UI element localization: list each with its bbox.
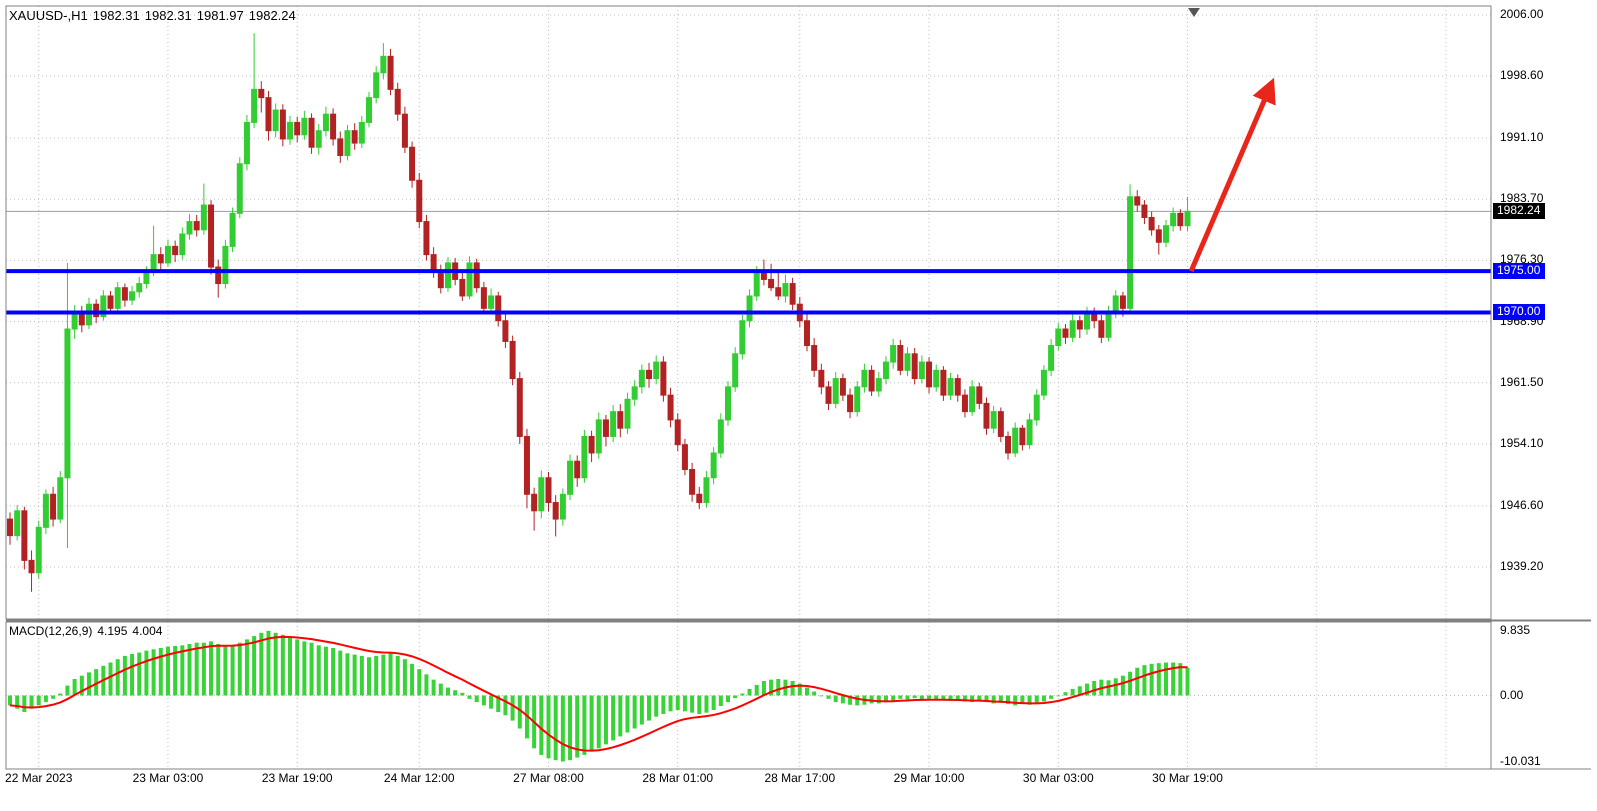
ohlc-high: 1982.31 xyxy=(144,8,192,23)
price-tick-label: 1939.20 xyxy=(1500,559,1544,573)
time-tick-label: 27 Mar 08:00 xyxy=(513,771,584,785)
time-tick-label: 30 Mar 19:00 xyxy=(1152,771,1223,785)
indicator-signal-value: 4.004 xyxy=(132,624,163,638)
macd-signal-line xyxy=(9,635,1188,752)
indicator-label: MACD(12,26,9) 4.195 4.004 xyxy=(9,624,167,638)
chart-shift-marker[interactable] xyxy=(1188,8,1200,17)
macd-tick-label: 0.00 xyxy=(1500,688,1524,702)
time-tick-label: 28 Mar 01:00 xyxy=(642,771,714,785)
price-tick-label: 1998.60 xyxy=(1500,68,1544,83)
time-tick-label: 24 Mar 12:00 xyxy=(383,771,455,785)
price-tick-label: 1991.10 xyxy=(1500,130,1544,145)
price-tick-label: 2006.00 xyxy=(1500,7,1544,21)
trend-arrow[interactable] xyxy=(1188,77,1276,273)
ohlc-header: XAUUSD-,H1 1982.31 1982.31 1981.97 1982.24 xyxy=(9,8,301,23)
time-tick-label: 23 Mar 19:00 xyxy=(261,771,333,785)
hline-1975-badge: 1975.00 xyxy=(1493,263,1546,280)
indicator-name: MACD(12,26,9) xyxy=(9,624,93,638)
price-tick-label: 1983.70 xyxy=(1500,191,1544,206)
candles-layer[interactable] xyxy=(7,33,1191,592)
symbol-timeframe: XAUUSD-,H1 xyxy=(9,8,88,23)
ohlc-open: 1982.31 xyxy=(92,8,140,23)
price-tick-label: 1946.60 xyxy=(1500,497,1544,512)
time-tick-label: 30 Mar 03:00 xyxy=(1022,771,1094,785)
price-axis[interactable]: 2006.00 1998.60 1991.10 1983.70 1976.30 1968.… xyxy=(1493,0,1597,769)
ohlc-low: 1981.97 xyxy=(196,8,244,23)
ohlc-close: 1982.24 xyxy=(248,8,296,23)
last-price-badge: 1982.24 xyxy=(1493,203,1546,220)
macd-tick-label: -10.031 xyxy=(1500,754,1541,768)
grid-layer xyxy=(6,6,1491,769)
time-tick-label: 29 Mar 10:00 xyxy=(893,771,965,785)
main-pane-border xyxy=(5,5,1492,620)
time-tick-label: 23 Mar 03:00 xyxy=(132,771,204,785)
hline-1970-badge: 1970.00 xyxy=(1493,304,1546,321)
macd-tick-label: 9.835 xyxy=(1500,623,1531,637)
time-tick-label: 22 Mar 2023 xyxy=(5,771,73,785)
macd-axis[interactable]: 9.835 0.00 -10.031 xyxy=(1493,0,1597,769)
time-tick-label: 28 Mar 17:00 xyxy=(764,771,836,785)
indicator-main-value: 4.195 xyxy=(97,624,128,638)
price-tick-label: 1954.10 xyxy=(1500,435,1544,450)
price-tick-label: 1976.30 xyxy=(1500,252,1544,267)
price-tick-label: 1961.50 xyxy=(1500,374,1544,389)
time-axis[interactable]: 22 Mar 2023 23 Mar 03:00 23 Mar 19:00 24 Ma… xyxy=(0,771,1597,789)
